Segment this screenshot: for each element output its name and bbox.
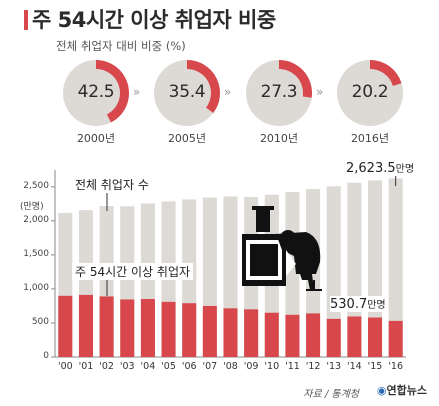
legend-total-label: 전체 취업자 수 <box>72 176 152 193</box>
bar-long-hours <box>244 309 259 357</box>
bar-long-hours <box>202 305 217 357</box>
x-tick-label: '05 <box>161 361 176 372</box>
share-donuts <box>63 60 403 126</box>
donut-hole <box>163 69 211 117</box>
y-tick-label: 1,500 <box>23 248 49 259</box>
bar-long-hours <box>326 318 341 357</box>
x-tick-label: '13 <box>326 361 342 372</box>
bar-chart <box>51 170 406 358</box>
donut-hole <box>255 69 303 117</box>
tired-worker-icon <box>242 206 322 291</box>
logo-text: 연합뉴스 <box>386 384 427 397</box>
y-tick-label: 1,000 <box>23 282 49 293</box>
bar-total <box>347 182 362 357</box>
x-tick-label: '02 <box>99 361 114 372</box>
bar-long-hours <box>161 301 176 357</box>
x-tick-label: '11 <box>285 361 300 372</box>
x-tick-label: '07 <box>202 361 218 372</box>
y-axis-unit: (만명) <box>20 202 44 212</box>
callout-total-unit: 만명 <box>395 164 415 175</box>
bar-total <box>326 186 341 357</box>
x-tick-label: '12 <box>305 361 321 372</box>
callout-total: 2,623.5만명 <box>346 160 415 176</box>
donut-value: 27.3 <box>260 82 298 102</box>
bar-long-hours <box>368 317 383 357</box>
chevron-icon: » <box>224 85 232 99</box>
bar-long-hours <box>182 303 197 357</box>
bar-long-hours <box>285 314 300 357</box>
title-accent-bar <box>24 10 28 30</box>
donut-value: 42.5 <box>77 82 115 102</box>
x-tick-label: '03 <box>119 361 135 372</box>
donut-year: 2000년 <box>76 132 116 145</box>
donut-value: 35.4 <box>168 82 206 102</box>
bar-long-hours <box>264 312 279 357</box>
bar-long-hours <box>78 294 93 357</box>
y-tick-label: 2,000 <box>23 214 49 225</box>
x-tick-label: '15 <box>367 361 383 372</box>
y-tick-label: 500 <box>31 316 49 327</box>
x-tick-label: '16 <box>388 361 404 372</box>
x-tick-label: '06 <box>181 361 197 372</box>
x-tick-label: '09 <box>243 361 259 372</box>
bar-total <box>388 178 403 357</box>
bar-long-hours <box>120 299 135 357</box>
bar-long-hours <box>306 313 321 357</box>
callout-long: 530.7만명 <box>330 296 386 312</box>
y-tick-label: 2,500 <box>23 180 49 191</box>
callout-long-unit: 만명 <box>367 300 386 311</box>
source-note: 자료 / 통계청 <box>303 389 359 400</box>
x-tick-label: '04 <box>140 361 156 372</box>
donut-hole <box>72 69 120 117</box>
bar-long-hours <box>388 320 403 357</box>
chevron-icon: » <box>133 85 141 99</box>
bar-long-hours <box>223 308 238 357</box>
x-tick-label: '08 <box>223 361 238 372</box>
bar-long-hours <box>99 296 114 357</box>
subtitle: 전체 취업자 대비 비중 (%) <box>56 39 186 53</box>
chevron-icon: » <box>316 85 324 99</box>
bar-long-hours <box>58 295 73 357</box>
callout-total-value: 2,623.5 <box>346 161 396 176</box>
donut-year: 2010년 <box>259 132 299 145</box>
legend-long-label: 주 54시간 이상 취업자 <box>72 263 194 280</box>
x-tick-label: '01 <box>78 361 94 372</box>
bar-long-hours <box>347 316 362 357</box>
bar-total <box>368 180 383 357</box>
donut-year: 2016년 <box>350 132 390 145</box>
donut-hole <box>346 69 394 117</box>
yonhap-logo: ◉연합뉴스 <box>376 384 427 397</box>
bar-long-hours <box>140 298 155 357</box>
page-title: 주 54시간 이상 취업자 비중 <box>32 8 276 32</box>
x-tick-label: '00 <box>57 361 73 372</box>
x-tick-label: '10 <box>264 361 280 372</box>
x-tick-label: '14 <box>347 361 362 372</box>
donut-year: 2005년 <box>167 132 207 145</box>
callout-long-value: 530.7 <box>330 297 368 312</box>
donut-value: 20.2 <box>351 82 389 102</box>
y-tick-label: 0 <box>43 351 49 361</box>
